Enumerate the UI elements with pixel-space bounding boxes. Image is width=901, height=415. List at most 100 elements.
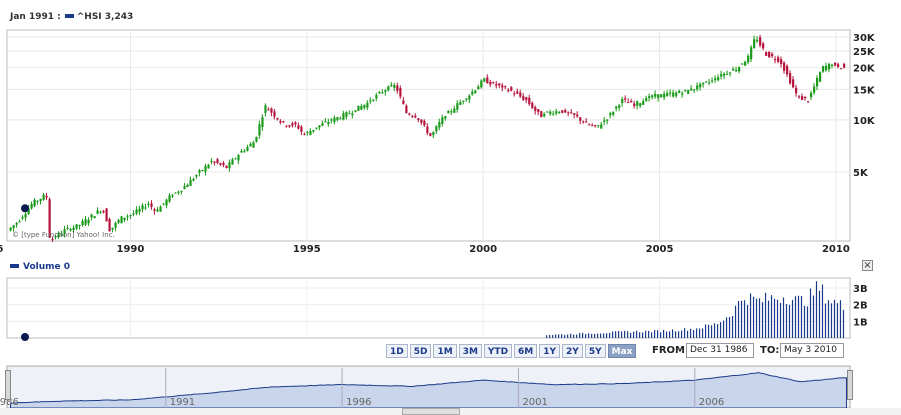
volume-bar bbox=[734, 305, 737, 338]
candle-body bbox=[648, 96, 651, 99]
range-button-6m[interactable]: 6M bbox=[514, 344, 538, 358]
range-button-ytd[interactable]: YTD bbox=[483, 344, 513, 358]
candle-body bbox=[702, 82, 705, 85]
candle-body bbox=[720, 74, 723, 77]
candle-body bbox=[60, 233, 63, 236]
candle-body bbox=[801, 96, 804, 100]
to-date-input[interactable]: May 3 2010 bbox=[780, 343, 844, 358]
candle-body bbox=[354, 110, 357, 112]
candle-body bbox=[261, 117, 264, 128]
candle-body bbox=[726, 73, 729, 75]
candle-body bbox=[309, 131, 312, 136]
candle-body bbox=[699, 83, 702, 88]
range-button-5d[interactable]: 5D bbox=[409, 344, 432, 358]
candle-body bbox=[642, 101, 645, 105]
candle-body bbox=[231, 159, 234, 165]
candle-body bbox=[420, 119, 423, 123]
candle-body bbox=[513, 93, 516, 95]
range-button-3m[interactable]: 3M bbox=[458, 344, 482, 358]
candle-body bbox=[114, 222, 117, 228]
candle-body bbox=[666, 92, 669, 96]
candle-body bbox=[171, 195, 174, 197]
range-button-1y[interactable]: 1Y bbox=[539, 344, 561, 358]
volume-bar bbox=[833, 299, 836, 338]
candle-body bbox=[303, 133, 306, 135]
candle-body bbox=[816, 77, 819, 87]
candle-body bbox=[426, 126, 429, 134]
volume-bar bbox=[746, 304, 749, 338]
range-button-1d[interactable]: 1D bbox=[386, 344, 408, 358]
candle-body bbox=[837, 64, 840, 67]
candle-body bbox=[459, 102, 462, 105]
candle-body bbox=[273, 111, 276, 117]
range-button-5y[interactable]: 5Y bbox=[584, 344, 606, 358]
candle-body bbox=[87, 219, 90, 224]
range-selector: 1D 5D 1M 3M YTD 6M 1Y 2Y 5Y Max bbox=[386, 343, 638, 359]
volume-bar bbox=[615, 331, 617, 338]
navigator-left-handle[interactable] bbox=[5, 370, 11, 400]
candle-body bbox=[744, 61, 747, 66]
candle-body bbox=[630, 101, 633, 103]
range-button-2y[interactable]: 2Y bbox=[562, 344, 583, 358]
candle-body bbox=[246, 146, 249, 151]
candle-body bbox=[606, 119, 609, 121]
y-tick-label: 5K bbox=[853, 168, 869, 179]
volume-bar bbox=[689, 328, 692, 338]
navigator-area bbox=[10, 372, 847, 409]
candle-body bbox=[681, 93, 684, 95]
volume-bar bbox=[752, 296, 755, 338]
candle-body bbox=[9, 227, 12, 231]
candle-body bbox=[753, 39, 756, 48]
candle-body bbox=[474, 90, 477, 94]
candle-body bbox=[573, 113, 576, 115]
volume-bar bbox=[618, 330, 620, 338]
candle-body bbox=[504, 86, 507, 88]
volume-bar bbox=[827, 300, 830, 338]
hover-marker bbox=[21, 204, 29, 213]
close-volume-button[interactable]: × bbox=[862, 260, 873, 271]
volume-bar bbox=[549, 334, 551, 338]
volume-bar bbox=[839, 300, 842, 338]
candle-body bbox=[237, 155, 240, 161]
candle-body bbox=[174, 192, 177, 194]
volume-bar bbox=[764, 292, 767, 338]
range-button-max[interactable]: Max bbox=[607, 344, 637, 358]
volume-bar bbox=[740, 300, 743, 338]
volume-bar bbox=[653, 329, 656, 338]
legend-symbol: ^HSI bbox=[76, 12, 102, 22]
navigator-right-handle[interactable] bbox=[847, 370, 853, 400]
candle-body bbox=[651, 95, 654, 98]
candle-body bbox=[225, 165, 228, 168]
volume-bar bbox=[698, 328, 701, 338]
candle-body bbox=[552, 113, 555, 115]
candle-body bbox=[741, 63, 744, 65]
candle-body bbox=[729, 72, 732, 74]
volume-bar bbox=[791, 300, 794, 338]
candle-body bbox=[501, 85, 504, 88]
from-date-input[interactable]: Dec 31 1986 bbox=[686, 343, 754, 358]
candle-body bbox=[135, 209, 138, 214]
candle-body bbox=[519, 92, 522, 97]
candle-body bbox=[723, 73, 726, 76]
candle-body bbox=[48, 199, 51, 238]
candle-body bbox=[252, 142, 255, 148]
candle-body bbox=[222, 162, 225, 166]
scrollbar-thumb[interactable] bbox=[402, 408, 460, 415]
range-button-1m[interactable]: 1M bbox=[433, 344, 457, 358]
candle-body bbox=[315, 127, 318, 129]
candle-body bbox=[372, 99, 375, 101]
candle-body bbox=[795, 87, 798, 94]
volume-bar bbox=[677, 331, 680, 338]
legend-date: Jan 1991 : bbox=[10, 12, 61, 22]
candle-body bbox=[462, 100, 465, 102]
volume-bar bbox=[567, 334, 569, 338]
volume-bar bbox=[600, 333, 602, 338]
candle-body bbox=[276, 118, 279, 120]
candle-body bbox=[198, 170, 201, 173]
candle-body bbox=[678, 90, 681, 93]
candle-body bbox=[336, 117, 339, 120]
candle-body bbox=[384, 90, 387, 93]
volume-bar bbox=[803, 305, 806, 338]
candle-body bbox=[345, 112, 348, 117]
